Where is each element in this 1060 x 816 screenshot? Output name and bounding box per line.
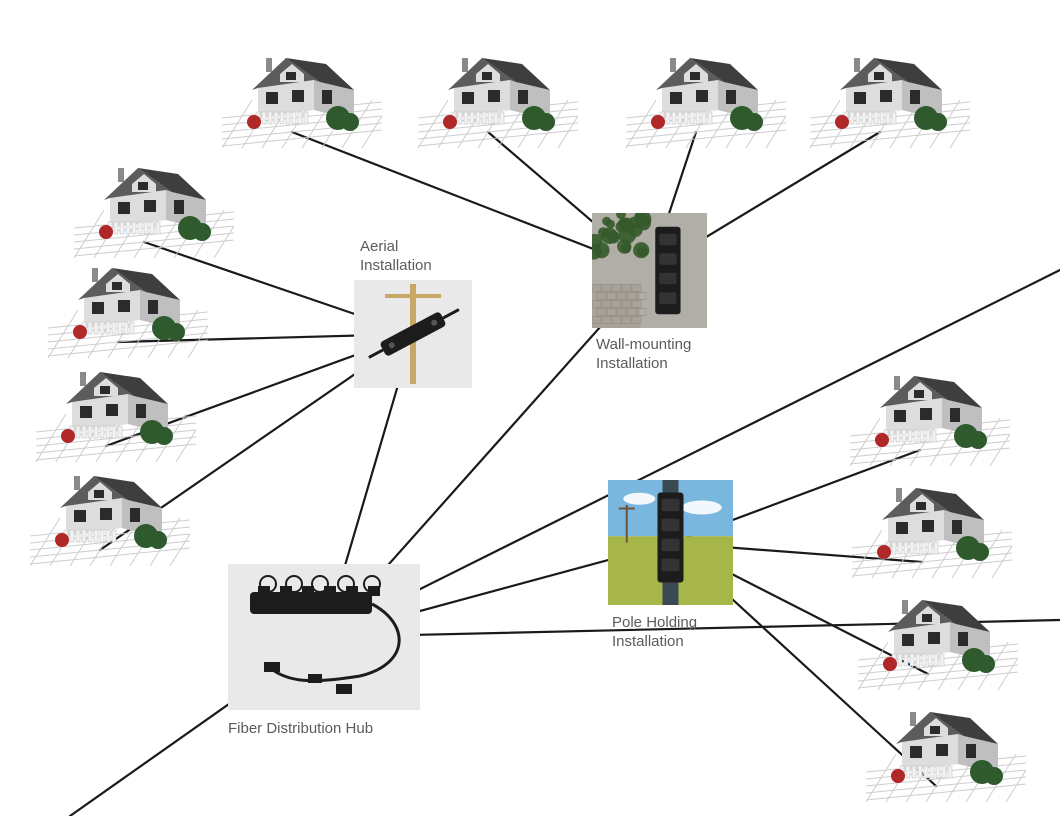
- house-icon: [866, 694, 1026, 809]
- house-icon: [36, 354, 196, 469]
- house-icon: [222, 40, 382, 155]
- house-icon: [850, 358, 1010, 473]
- house-icon: [626, 40, 786, 155]
- hub-photo: [228, 564, 420, 710]
- house-icon: [418, 40, 578, 155]
- wall-photo: [592, 213, 707, 328]
- diagram-stage: Fiber Distribution Hub Aerial Installati…: [0, 0, 1060, 816]
- house-icon: [858, 582, 1018, 697]
- house-icon: [852, 470, 1012, 585]
- house-icon: [30, 458, 190, 573]
- aerial-photo: [354, 280, 472, 388]
- hub-label: Fiber Distribution Hub: [228, 720, 373, 739]
- house-icon: [48, 250, 208, 365]
- house-icon: [810, 40, 970, 155]
- aerial-label: Aerial Installation: [360, 238, 432, 276]
- house-icon: [74, 150, 234, 265]
- pole-photo: [608, 480, 733, 605]
- wall-label: Wall-mounting Installation: [596, 336, 691, 374]
- pole-label: Pole Holding Installation: [612, 614, 697, 652]
